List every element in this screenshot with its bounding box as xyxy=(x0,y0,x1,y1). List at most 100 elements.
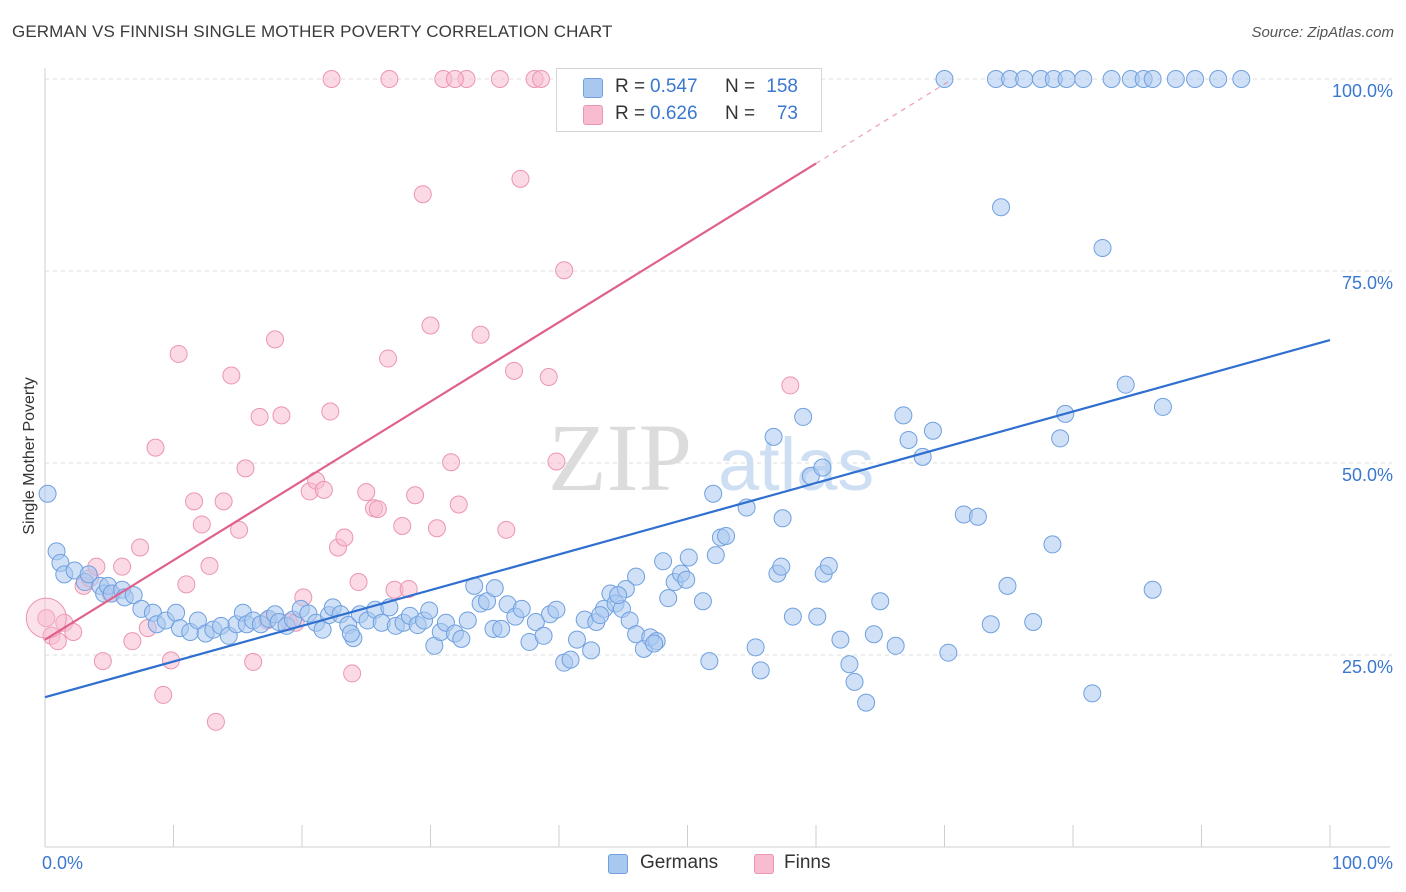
german-point xyxy=(998,576,1017,595)
german-point xyxy=(831,630,850,649)
finn-point xyxy=(532,70,551,88)
german-point xyxy=(679,548,698,567)
german-point xyxy=(1116,375,1135,394)
german-point xyxy=(813,458,832,477)
chart-source: Source: ZipAtlas.com xyxy=(1251,24,1394,41)
legend-row-finn: R = 0.626 N = 73 xyxy=(557,100,821,128)
correlation-legend: R = 0.547 N = 158 R = 0.626 N = 73 xyxy=(556,68,822,132)
axes xyxy=(44,68,1390,848)
finn-point xyxy=(781,376,800,395)
finn-point xyxy=(413,185,432,204)
german-point xyxy=(992,198,1011,217)
finn-point xyxy=(37,609,56,628)
german-point xyxy=(864,625,883,644)
finn-point xyxy=(192,515,211,534)
german-point xyxy=(923,421,942,440)
german-point xyxy=(1153,397,1172,416)
finn-point xyxy=(185,492,204,511)
y-tick-label: 50.0% xyxy=(1342,465,1393,485)
german-point xyxy=(627,567,646,586)
finn-point xyxy=(497,520,516,539)
german-point xyxy=(886,636,905,655)
finn-point xyxy=(244,652,263,671)
x-tick-label: 100.0% xyxy=(1332,853,1393,873)
german-point xyxy=(1057,70,1076,88)
finn-point xyxy=(93,652,112,671)
german-point xyxy=(534,626,553,645)
german-point xyxy=(981,615,1000,634)
german-point xyxy=(654,552,673,571)
german-point xyxy=(700,652,719,671)
watermark: ZIP atlas xyxy=(548,404,874,511)
tick-labels: 25.0% 50.0% 75.0% 100.0% 0.0% 100.0% xyxy=(42,81,1393,873)
german-point xyxy=(79,565,98,584)
german-point xyxy=(794,407,813,426)
german-point xyxy=(1093,238,1112,257)
german-n-value: 158 xyxy=(766,76,798,97)
german-point xyxy=(659,589,678,608)
finn-point xyxy=(266,330,285,349)
finn-point xyxy=(177,575,196,594)
german-point xyxy=(512,599,531,618)
finn-point xyxy=(250,407,269,426)
german-point xyxy=(591,606,610,625)
finn-point xyxy=(427,519,446,538)
german-point xyxy=(783,607,802,626)
german-point xyxy=(871,592,890,611)
german-point xyxy=(485,579,504,598)
german-point xyxy=(939,643,958,662)
y-tick-label: 100.0% xyxy=(1332,81,1393,101)
german-point xyxy=(1102,70,1121,88)
german-n-label: N = xyxy=(725,76,756,97)
legend-row-german: R = 0.547 N = 158 xyxy=(557,73,821,101)
finn-point xyxy=(449,495,468,514)
german-point xyxy=(420,601,439,620)
german-point xyxy=(567,630,586,649)
finn-point xyxy=(555,261,574,280)
german-point xyxy=(773,509,792,528)
finn-point xyxy=(471,325,490,344)
finn-point xyxy=(322,70,341,88)
german-point xyxy=(772,557,791,576)
finn-r-label: R = xyxy=(615,103,646,124)
finn-point xyxy=(230,520,249,539)
german-point xyxy=(1051,429,1070,448)
finn-point xyxy=(505,361,524,380)
german-point xyxy=(751,661,770,680)
german-point xyxy=(1043,535,1062,554)
german-point xyxy=(1083,684,1102,703)
finn-point xyxy=(131,538,150,557)
finns-legend-swatch xyxy=(754,854,774,874)
finn-point xyxy=(349,573,368,592)
finn-point xyxy=(214,492,233,511)
german-points xyxy=(38,70,1251,712)
finn-point xyxy=(314,480,333,499)
german-point xyxy=(124,586,143,605)
watermark-atlas: atlas xyxy=(718,423,874,506)
german-point xyxy=(582,641,601,660)
german-point xyxy=(1209,70,1228,88)
german-point xyxy=(1186,70,1205,88)
german-point xyxy=(1166,70,1185,88)
finn-point xyxy=(547,452,566,471)
german-point xyxy=(526,612,545,631)
german-point xyxy=(764,427,783,446)
german-point xyxy=(935,70,954,88)
german-point xyxy=(840,655,859,674)
german-r-label: R = xyxy=(615,76,646,97)
finn-point xyxy=(368,500,387,519)
gridlines xyxy=(45,78,1392,656)
finn-point xyxy=(146,438,165,457)
german-point xyxy=(677,570,696,589)
finn-point xyxy=(393,516,412,535)
germans-legend-label: Germans xyxy=(640,852,719,873)
finn-point xyxy=(399,579,418,598)
finn-n-label: N = xyxy=(725,103,756,124)
watermark-zip: ZIP xyxy=(548,404,692,511)
finn-point xyxy=(421,316,440,335)
german-point xyxy=(706,546,725,565)
finns-legend-label: Finns xyxy=(784,852,831,873)
german-point xyxy=(857,693,876,712)
finn-point xyxy=(357,483,376,502)
german-point xyxy=(561,650,580,669)
